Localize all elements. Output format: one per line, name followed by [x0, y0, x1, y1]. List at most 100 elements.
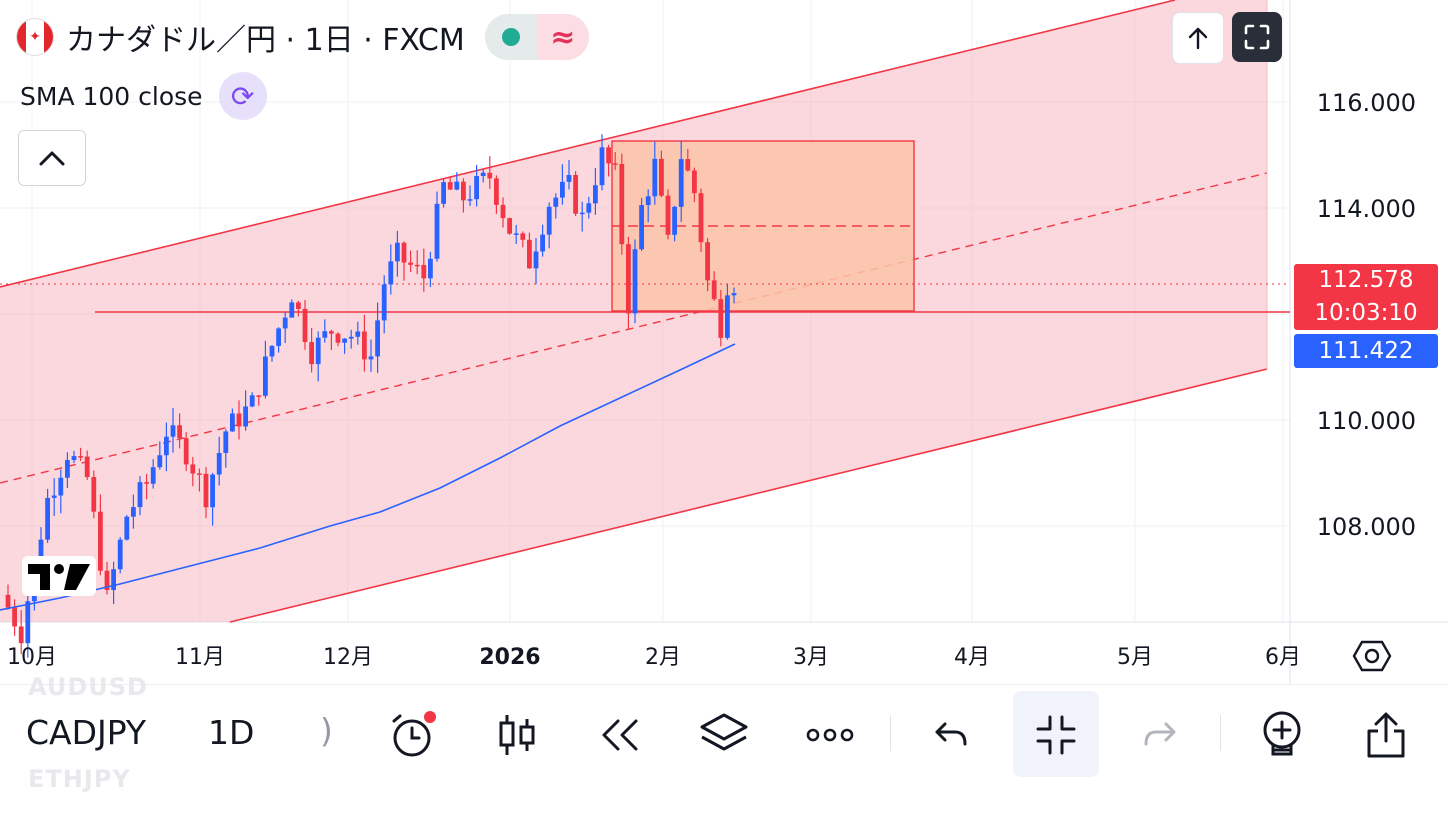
candle-body	[441, 182, 446, 204]
candle-body	[51, 495, 57, 498]
undo-button[interactable]	[921, 705, 981, 765]
candle-body	[665, 195, 671, 235]
candle-body	[705, 242, 710, 281]
candle-body	[25, 601, 31, 644]
candle-body	[401, 242, 407, 263]
candle-body	[553, 197, 559, 207]
approx-icon: ≈	[536, 14, 589, 60]
symbol-selector[interactable]: CADJPY	[26, 713, 147, 752]
chevron-up-icon	[39, 151, 65, 166]
candle-body	[500, 204, 506, 219]
candle-body	[454, 181, 460, 190]
collapse-legend-button[interactable]	[18, 130, 86, 186]
candle-body	[408, 262, 413, 265]
candle-body	[170, 425, 176, 437]
candle-body	[487, 172, 493, 179]
layers-button[interactable]	[694, 705, 754, 765]
candle-body	[269, 345, 275, 357]
share-button[interactable]	[1356, 705, 1416, 765]
candle-body	[507, 218, 512, 234]
sma-line	[0, 343, 736, 611]
candle-body	[150, 467, 156, 484]
candle-body	[210, 474, 215, 508]
candle-body	[619, 163, 625, 245]
candle-body	[315, 337, 321, 365]
candle-body	[375, 320, 380, 357]
candle-body	[256, 395, 262, 397]
replay-button[interactable]	[590, 705, 650, 765]
candles-series	[5, 134, 737, 658]
candle-body	[434, 203, 440, 259]
time-axis: 10月 11月 12月 2026 2月 3月 4月 5月 6月	[7, 645, 1301, 670]
candle-body	[421, 264, 427, 279]
candle-body	[117, 539, 123, 570]
candle-body	[355, 331, 361, 337]
time-tick-label: 6月	[1265, 645, 1301, 670]
candle-body	[414, 264, 420, 267]
candle-body	[45, 497, 50, 540]
symbol-title[interactable]: カナダドル／円 · 1日 · FXCM	[66, 23, 465, 58]
more-button[interactable]	[800, 705, 860, 765]
redo-button[interactable]	[1130, 705, 1190, 765]
market-status-pill[interactable]: ≈	[484, 14, 589, 60]
candle-body	[527, 239, 532, 269]
add-indicator-icon	[1263, 711, 1301, 756]
candle-body	[566, 174, 572, 182]
candle-body	[282, 317, 288, 329]
candle-body	[263, 356, 268, 396]
candle-body	[540, 234, 545, 252]
candle-body	[12, 607, 17, 627]
candle-body	[216, 452, 222, 475]
fullscreen-button[interactable]	[1232, 12, 1282, 62]
price-tick-label: 116.000	[1317, 89, 1416, 117]
collapse-icon	[1036, 715, 1076, 755]
indicator-label[interactable]: SMA 100 close	[20, 81, 203, 111]
chart-settings-button[interactable]	[1352, 636, 1392, 676]
candle-body	[579, 212, 585, 215]
candle-body	[71, 456, 77, 461]
collapse-button[interactable]	[1026, 705, 1086, 765]
time-tick-label: 12月	[323, 645, 373, 670]
candle-body	[685, 159, 691, 171]
candle-body	[157, 455, 163, 468]
candle-body	[639, 205, 644, 250]
candle-body	[560, 181, 565, 198]
refresh-icon[interactable]: ⟳	[218, 72, 267, 120]
share-icon	[1367, 712, 1405, 758]
candle-body	[461, 181, 466, 201]
price-tick-label: 114.000	[1317, 195, 1416, 223]
chart-type-button[interactable]	[487, 705, 547, 765]
candle-body	[144, 482, 149, 484]
bar-countdown: 10:03:10	[1314, 300, 1418, 326]
candle-body	[599, 147, 605, 186]
candle-body	[645, 196, 651, 206]
candle-body	[104, 570, 110, 591]
candle-body	[513, 233, 519, 235]
candle-body	[38, 539, 44, 562]
last-price-tag: 112.578 10:03:10	[1294, 264, 1438, 330]
time-tick-label: 2026	[479, 645, 540, 670]
candle-body	[177, 425, 182, 439]
add-indicator-button[interactable]	[1252, 705, 1312, 765]
alert-button[interactable]	[382, 705, 442, 765]
candle-body	[131, 507, 136, 517]
time-tick-label: 5月	[1117, 645, 1153, 670]
replay-icon	[602, 719, 638, 751]
scroll-up-button[interactable]	[1172, 12, 1224, 64]
candle-body	[520, 233, 526, 240]
candle-body	[342, 338, 347, 343]
candle-body	[606, 147, 611, 164]
candle-body	[474, 175, 479, 200]
candle-body	[243, 406, 248, 427]
candle-body	[230, 413, 235, 432]
candle-body	[183, 438, 189, 465]
interval-selector[interactable]: 1D	[208, 713, 255, 752]
sma-series	[0, 343, 736, 611]
candle-body	[203, 473, 209, 508]
market-open-dot-icon	[501, 28, 520, 46]
bottom-toolbar: AUDUSD ETHJPY CADJPY 1D )	[0, 673, 1448, 816]
candle-body	[546, 206, 552, 235]
redo-icon	[1144, 722, 1176, 746]
channel-mid-line	[0, 172, 1268, 484]
